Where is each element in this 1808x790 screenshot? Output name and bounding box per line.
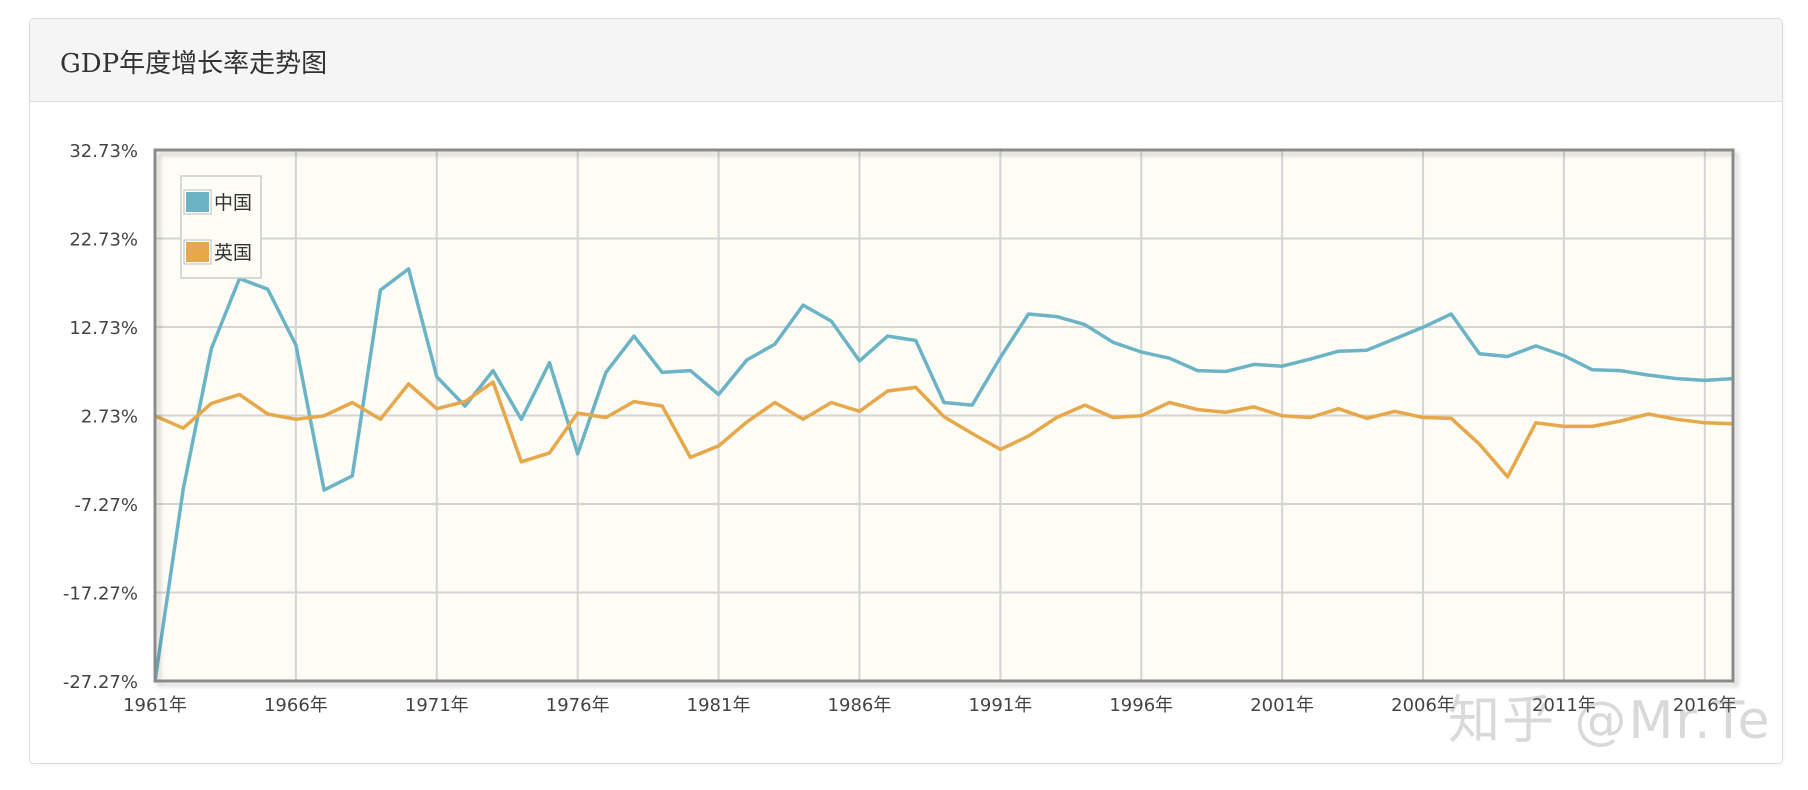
x-tick-label: 1971年 <box>405 695 469 716</box>
y-tick-label: 12.73% <box>69 318 138 339</box>
y-tick-label: 2.73% <box>81 407 138 428</box>
legend-swatch <box>184 240 211 264</box>
x-tick-label: 1976年 <box>546 695 610 716</box>
legend-swatch-border <box>183 239 212 265</box>
x-tick-label: 1996年 <box>1109 695 1173 716</box>
legend-swatch-border <box>183 189 212 215</box>
legend-label[interactable]: 中国 <box>214 192 252 214</box>
y-tick-label: 32.73% <box>69 141 138 162</box>
y-tick-label: -17.27% <box>63 584 138 605</box>
panel-title: GDP年度增长率走势图 <box>60 49 328 79</box>
x-tick-label: 1961年 <box>123 695 187 716</box>
x-tick-label: 1991年 <box>968 695 1032 716</box>
series-lines <box>155 267 1733 683</box>
x-tick-label: 2001年 <box>1250 695 1314 716</box>
x-tick-label: 2006年 <box>1391 695 1455 716</box>
y-tick-label: -7.27% <box>74 495 138 516</box>
series-line-china <box>155 267 1733 683</box>
series-line-uk <box>155 380 1733 479</box>
legend-swatch <box>184 190 211 214</box>
plot-frame <box>153 148 1735 683</box>
y-axis-ticks: 32.73% 22.73% 12.73% 2.73% -7.27% -17.27% -27.… <box>63 141 138 693</box>
x-tick-label: 2011年 <box>1532 695 1596 716</box>
y-tick-label: -27.27% <box>63 672 138 693</box>
x-axis-ticks: 1961年 1966年 1971年 1976年 1981年 1986年 1991年 1996年… <box>123 695 1737 716</box>
x-tick-label: 1986年 <box>828 695 892 716</box>
y-tick-label: 22.73% <box>69 230 138 251</box>
x-tick-label: 1966年 <box>264 695 328 716</box>
panel-heading: GDP年度增长率走势图 <box>30 19 1782 102</box>
x-tick-label: 1981年 <box>687 695 751 716</box>
x-tick-label: 2016年 <box>1673 695 1737 716</box>
legend-label[interactable]: 英国 <box>214 242 252 264</box>
watermark: 知乎 @Mr.Te <box>1448 691 1772 751</box>
